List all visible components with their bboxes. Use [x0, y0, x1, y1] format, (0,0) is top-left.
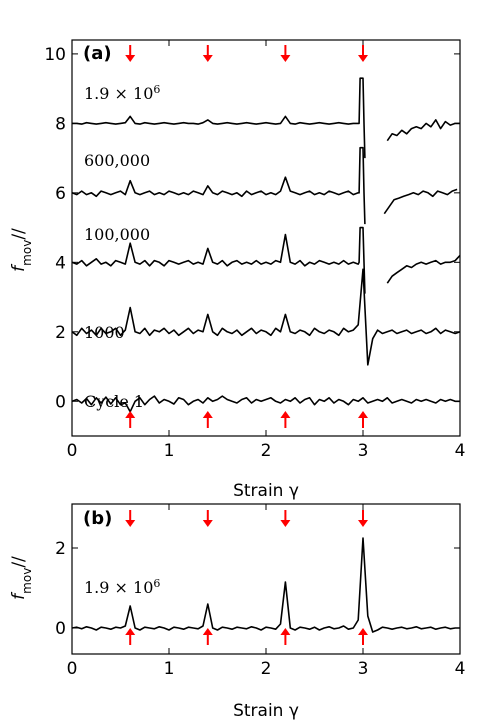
- series-line: [72, 395, 460, 413]
- series-label-mantissa: 1.9 × 10: [84, 578, 153, 597]
- x-axis-title: Strain γ: [233, 481, 299, 501]
- x-tick-label: 4: [455, 659, 466, 679]
- x-tick-label: 2: [261, 441, 272, 461]
- panel-b: 0 1 2 3 4 0 2 Strain γ fmov// (b) 1.9 × 106: [9, 503, 466, 721]
- arrow-down-head: [125, 55, 136, 62]
- y-tick-label: 0: [55, 619, 66, 639]
- y-axis-title-suffix: //: [9, 556, 29, 568]
- y-axis-title-base: f: [9, 591, 29, 600]
- series-label: 1.9 × 106: [84, 577, 160, 598]
- arrow-down-head: [202, 55, 213, 62]
- panel-a: 0 1 2 3 4 0 2 4 6 8 10 Strain γ fmov// (a) Cycle 1 1000…: [9, 39, 466, 501]
- panel-label: (a): [83, 43, 112, 64]
- y-axis-title: fmov//: [9, 228, 34, 272]
- y-tick-label: 8: [55, 114, 66, 134]
- series-label: 600,000: [84, 151, 150, 170]
- arrow-up-head: [202, 628, 213, 635]
- arrow-down-head: [358, 520, 368, 527]
- y-tick-label: 0: [55, 392, 66, 412]
- y-axis-title-base: f: [9, 263, 29, 272]
- x-axis-title: Strain γ: [233, 701, 299, 721]
- arrow-up-head: [280, 411, 291, 418]
- arrow-up-head: [280, 628, 291, 635]
- arrow-up-head: [202, 411, 213, 418]
- series-label: Cycle 1: [84, 392, 144, 411]
- x-tick-label: 4: [455, 441, 466, 461]
- curves: [72, 537, 460, 633]
- series-line: [72, 226, 460, 294]
- x-tick-label: 2: [261, 659, 272, 679]
- arrow-down-head: [202, 520, 213, 527]
- series-line: [72, 268, 460, 366]
- arrow-up-head: [125, 628, 136, 635]
- x-tick-label: 0: [67, 659, 78, 679]
- series-line: [72, 537, 460, 633]
- series-label: 1.9 × 106: [84, 83, 160, 104]
- x-tick-label: 1: [164, 441, 175, 461]
- panel-label: (b): [83, 508, 112, 529]
- y-tick-label: 10: [44, 45, 66, 65]
- series-line: [72, 77, 460, 159]
- y-axis-title: fmov//: [9, 556, 34, 600]
- y-axis-title-sub: mov: [20, 568, 34, 594]
- series-label: 100,000: [84, 225, 150, 244]
- series-label: 1000: [84, 323, 125, 342]
- arrow-up-head: [358, 628, 368, 635]
- arrow-down-head: [280, 520, 291, 527]
- x-tick-label: 3: [358, 659, 369, 679]
- series-label-exponent: 6: [153, 577, 160, 590]
- series-line: [72, 146, 458, 225]
- y-tick-label: 2: [55, 539, 66, 559]
- y-tick-label: 6: [55, 184, 66, 204]
- arrow-down-head: [125, 520, 136, 527]
- y-axis-title-sub: mov: [20, 240, 34, 266]
- x-tick-label: 1: [164, 659, 175, 679]
- arrow-down-head: [280, 55, 291, 62]
- arrow-down-head: [358, 55, 368, 62]
- y-axis-title-suffix: //: [9, 228, 29, 240]
- y-tick-label: 2: [55, 323, 66, 343]
- curves: [72, 77, 460, 413]
- y-tick-label: 4: [55, 253, 66, 273]
- x-tick-label: 3: [358, 441, 369, 461]
- arrow-up-head: [125, 411, 136, 418]
- series-label-mantissa: 1.9 × 10: [84, 84, 153, 103]
- arrow-up-head: [358, 411, 368, 418]
- x-tick-label: 0: [67, 441, 78, 461]
- series-label-exponent: 6: [153, 83, 160, 96]
